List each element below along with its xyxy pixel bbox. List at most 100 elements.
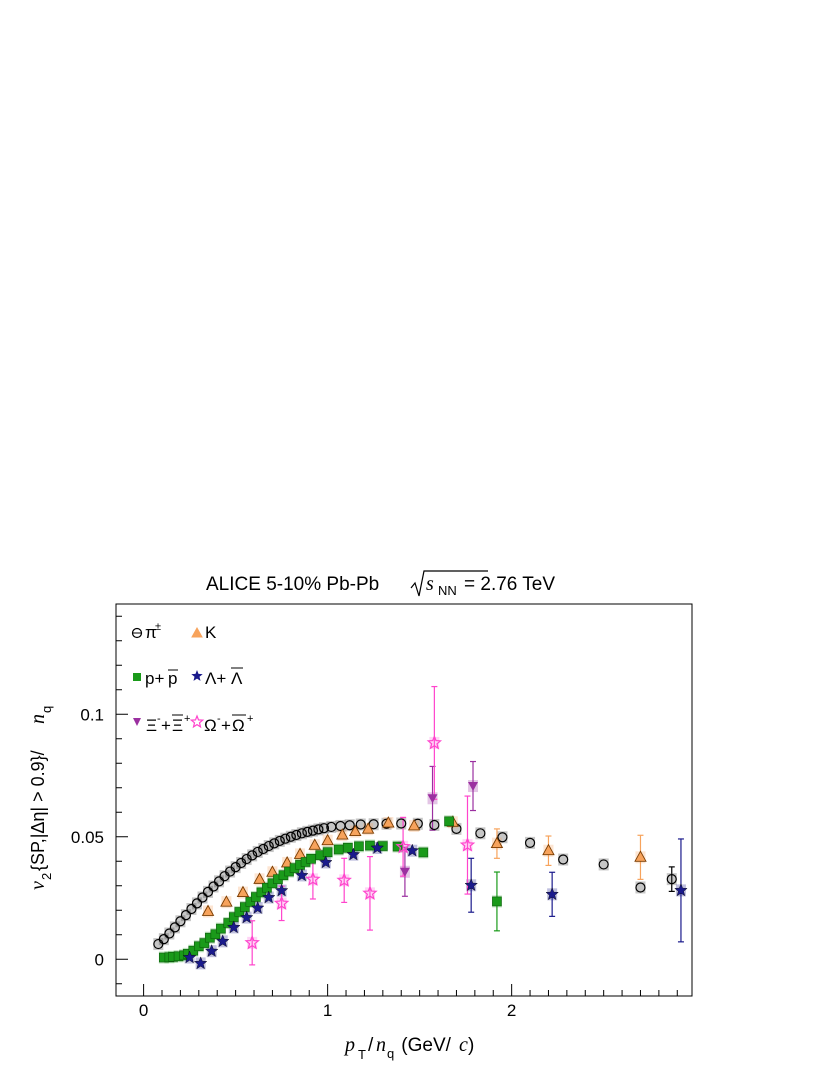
data-point-kaon: [308, 838, 322, 850]
plot-frame: [115, 603, 693, 997]
systematic-box: [666, 873, 677, 886]
legend-label-omega-bar-sup: +: [247, 713, 253, 725]
legend-entry-proton: p+ p: [133, 669, 178, 688]
data-point-lambda: [295, 868, 309, 882]
data-point-pion: [302, 826, 313, 837]
legend-marker-xi: [133, 718, 141, 726]
systematic-box: [344, 819, 355, 832]
x-label-t-sub: T: [358, 1047, 366, 1062]
systematic-box: [197, 891, 208, 904]
title-nn-subscript: NN: [438, 583, 457, 598]
systematic-box: [247, 936, 258, 949]
legend-label-pion: π: [145, 623, 157, 642]
y-label-2-sub: 2: [39, 873, 54, 880]
legend-label-pion-sup: ±: [155, 621, 161, 633]
x-label-p: p: [343, 1034, 355, 1056]
x-label-c: c: [459, 1034, 468, 1056]
systematic-box: [214, 875, 225, 888]
data-point-pion: [307, 825, 319, 836]
chart-title: ALICE 5-10% Pb-Pb: [206, 574, 379, 595]
systematic-box: [180, 909, 191, 922]
y-label-n: n: [27, 714, 49, 724]
data-point-pion: [247, 850, 258, 861]
systematic-box: [247, 849, 258, 862]
legend-marker-proton: [133, 673, 141, 681]
data-point-lambda: [227, 920, 241, 934]
data-point-pion: [285, 831, 296, 842]
systematic-box: [318, 822, 329, 835]
legend-label-omega: Ω: [204, 716, 217, 735]
legend-entry-kaon: K: [191, 623, 217, 642]
x-tick-label: 2: [507, 1001, 516, 1020]
data-point-kaon: [236, 885, 250, 898]
systematic-box: [153, 938, 164, 951]
series-3-errors: [184, 838, 686, 970]
data-point-omega: [395, 838, 411, 854]
data-point-omega: [244, 934, 261, 950]
systematic-box: [164, 927, 175, 940]
data-point-proton: [392, 841, 403, 852]
systematic-box: [296, 827, 307, 840]
x-label-unit: (GeV/: [396, 1035, 452, 1056]
legend-label-xi-bar: Ξ: [172, 716, 183, 735]
data-point-omega: [336, 872, 352, 887]
x-label-q-sub: q: [387, 1046, 394, 1061]
legend-entry-xi: Ξ - + Ξ +: [133, 713, 190, 735]
data-point-pion: [258, 843, 269, 855]
x-label-close: ): [468, 1035, 474, 1056]
systematic-box: [175, 915, 186, 928]
data-point-proton: [418, 847, 429, 858]
legend: π ± K p+ p Λ+ Λ Ξ - + Ξ +: [131, 621, 253, 735]
systematic-box: [269, 837, 280, 850]
systematic-box: [263, 840, 274, 853]
data-point-proton: [210, 929, 221, 940]
y-label-text: {SP,|Δη| > 0.9}/: [28, 750, 48, 871]
data-point-pion: [263, 840, 274, 852]
data-point-kaon: [293, 847, 307, 859]
data-point-proton: [333, 844, 344, 855]
systematic-box: [236, 856, 247, 869]
x-tick-label: 0: [139, 1001, 148, 1020]
data-point-lambda: [674, 883, 688, 897]
legend-entry-pion: π ±: [131, 621, 161, 642]
systematic-box: [280, 832, 291, 845]
data-point-kaon: [336, 828, 349, 840]
data-point-lambda: [239, 910, 254, 924]
data-point-lambda: [262, 890, 276, 904]
series-3: [182, 840, 688, 970]
data-point-pion: [396, 818, 407, 829]
systematic-box: [241, 853, 252, 866]
systematic-box: [364, 887, 375, 900]
x-axis-label: p T / n q (GeV/ c ): [343, 1034, 474, 1062]
data-point-pion: [180, 910, 192, 921]
legend-label-xi: Ξ: [146, 716, 157, 735]
data-point-omega: [362, 885, 378, 900]
systematic-box: [307, 824, 318, 837]
data-point-pion: [175, 916, 186, 927]
data-point-xi: [399, 867, 410, 877]
systematic-box: [258, 843, 269, 855]
x-label-slash: /: [368, 1035, 374, 1056]
y-label-q-sub: q: [39, 706, 54, 713]
systematic-box: [462, 839, 473, 852]
data-point-pion: [524, 837, 536, 848]
systematic-box: [326, 820, 337, 833]
systematic-box: [191, 897, 202, 910]
systematic-box: [598, 858, 609, 871]
data-point-lambda: [370, 840, 385, 854]
data-point-omega: [273, 895, 290, 910]
legend-label-xi-bar-sup: +: [184, 713, 190, 725]
y-tick-label: 0.05: [71, 828, 104, 847]
systematic-box: [335, 819, 346, 832]
systematic-box: [219, 870, 230, 883]
data-point-kaon: [382, 816, 395, 828]
title-energy-value: = 2.76 TeV: [464, 574, 555, 595]
y-axis-label: v 2 {SP,|Δη| > 0.9}/ n q: [27, 706, 54, 890]
legend-label-xi-sup: -: [157, 713, 161, 725]
data-point-lambda: [182, 950, 197, 964]
systematic-box: [412, 817, 423, 830]
data-point-kaon: [348, 824, 362, 837]
data-point-lambda: [250, 900, 265, 914]
systematic-box: [291, 829, 302, 842]
